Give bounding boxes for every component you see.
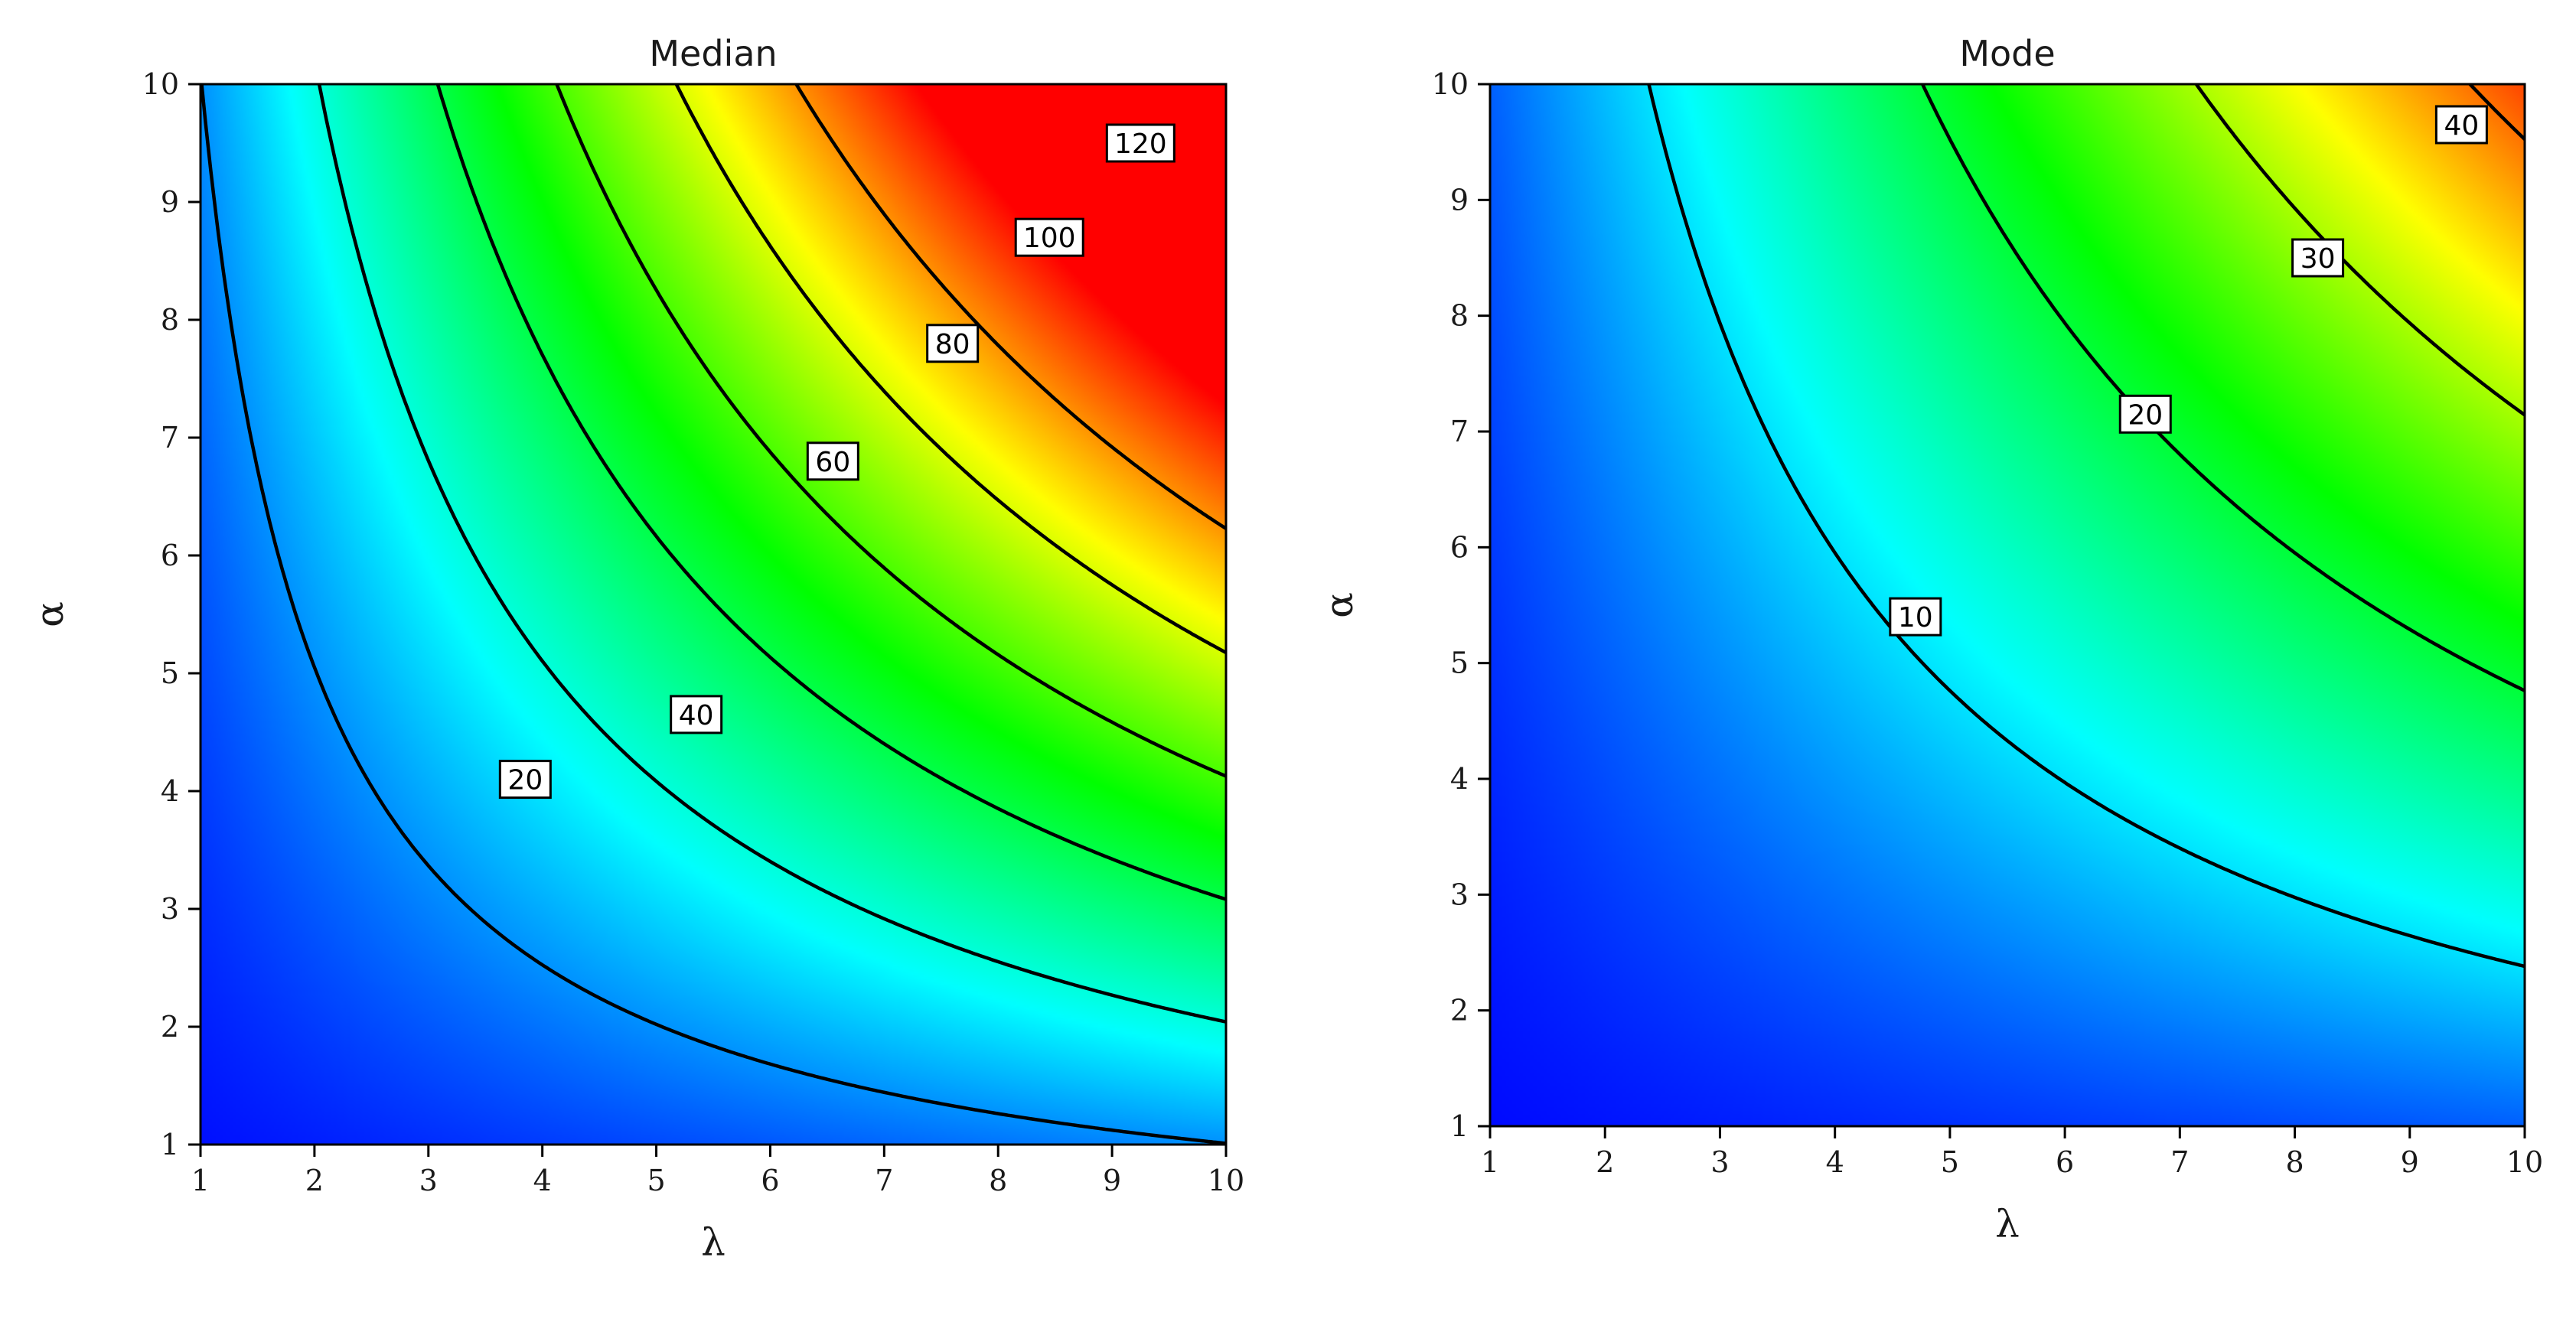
x-tick-label: 4 — [1826, 1145, 1844, 1179]
y-tick-label: 5 — [161, 656, 179, 690]
plot-frame — [199, 83, 1228, 1146]
x-tick-label: 6 — [761, 1164, 779, 1197]
panel-mode: 10 20 30 40 1 2 3 4 5 6 7 8 9 10 1 2 3 4 5 6 7 8 9 10 Mode λ α — [1317, 33, 2543, 1246]
x-tick-label: 7 — [875, 1164, 893, 1197]
y-tick-label: 10 — [142, 67, 179, 101]
x-tick-label: 10 — [1208, 1164, 1244, 1197]
x-tick-label: 4 — [533, 1164, 552, 1197]
contour-line-40 — [2467, 84, 2525, 141]
y-tick-label: 10 — [1432, 67, 1469, 101]
contour-label-text: 100 — [1023, 223, 1076, 254]
contour-line-20 — [1920, 84, 2525, 692]
contour-line-20 — [201, 84, 1226, 1145]
contour-label-text: 30 — [2300, 243, 2336, 275]
contour-label: 30 — [2291, 238, 2345, 278]
contour-label: 20 — [498, 760, 552, 800]
x-tick-label: 10 — [2506, 1145, 2543, 1179]
contour-label: 40 — [2434, 105, 2488, 145]
contour-label-text: 10 — [1898, 602, 1933, 633]
x-tick-label: 3 — [1710, 1145, 1729, 1179]
contour-line-100 — [674, 84, 1226, 654]
contour-label-text: 40 — [2444, 110, 2479, 142]
color-field — [201, 84, 1226, 1145]
contour-label: 120 — [1105, 123, 1176, 163]
x-tick-label: 9 — [2401, 1145, 2419, 1179]
y-tick-label: 1 — [1450, 1109, 1469, 1143]
contour-line-80 — [555, 84, 1226, 778]
y-tick-label: 3 — [161, 892, 179, 926]
contour-label: 20 — [2118, 394, 2172, 434]
x-tick-label: 5 — [647, 1164, 665, 1197]
contour-label: 60 — [806, 441, 859, 481]
contour-label-text: 20 — [2128, 399, 2163, 431]
y-tick-label: 3 — [1450, 878, 1469, 911]
contour-lines — [201, 84, 1226, 1145]
contour-label-text: 80 — [935, 329, 970, 360]
x-tick-label: 6 — [2056, 1145, 2074, 1179]
y-tick-label: 1 — [161, 1128, 179, 1161]
contour-label-text: 20 — [507, 765, 543, 796]
contour-line-60 — [435, 84, 1226, 901]
contour-label: 80 — [926, 324, 980, 363]
y-tick-label: 6 — [1450, 530, 1469, 564]
y-tick-label: 2 — [161, 1010, 179, 1044]
contour-line-40 — [317, 84, 1226, 1024]
x-tick-label: 9 — [1103, 1164, 1121, 1197]
x-tick-label: 8 — [989, 1164, 1007, 1197]
contour-line-10 — [1647, 84, 2525, 969]
plot-frame — [1489, 83, 2526, 1128]
chart-title: Median — [649, 33, 777, 74]
y-tick-label: 5 — [1450, 646, 1469, 680]
panel-median: 20 40 60 80 100 120 1 2 3 4 5 6 7 8 9 10 1 2 3 4 5 6 7 8 9 10 Medi… — [28, 33, 1244, 1265]
contour-label-text: 40 — [679, 700, 714, 731]
contour-label-text: 120 — [1114, 129, 1167, 160]
y-tick-label: 2 — [1450, 994, 1469, 1028]
color-field — [1490, 84, 2525, 1126]
x-tick-label: 7 — [2170, 1145, 2189, 1179]
y-tick-label: 7 — [1450, 415, 1469, 448]
contour-label: 100 — [1014, 217, 1084, 257]
x-tick-label: 2 — [305, 1164, 324, 1197]
x-tick-label: 3 — [419, 1164, 438, 1197]
y-tick-label: 8 — [1450, 299, 1469, 333]
contour-line-30 — [2194, 84, 2525, 417]
y-axis-label: α — [1317, 592, 1361, 618]
x-axis-label: λ — [701, 1220, 726, 1265]
y-tick-label: 9 — [161, 185, 179, 219]
y-tick-label: 7 — [161, 421, 179, 454]
y-axis-label: α — [28, 601, 72, 627]
x-axis-label: λ — [1995, 1202, 2020, 1246]
x-tick-label: 8 — [2285, 1145, 2304, 1179]
y-tick-label: 6 — [161, 539, 179, 572]
y-tick-label: 4 — [161, 774, 179, 808]
x-tick-label: 1 — [191, 1164, 210, 1197]
contour-label: 10 — [1889, 597, 1942, 637]
chart-title: Mode — [1959, 33, 2055, 74]
contour-label-text: 60 — [815, 447, 850, 478]
contour-lines — [1647, 84, 2525, 969]
y-tick-label: 4 — [1450, 762, 1469, 796]
y-tick-label: 8 — [161, 303, 179, 337]
x-tick-label: 2 — [1596, 1145, 1614, 1179]
contour-line-120 — [794, 84, 1226, 530]
contour-label: 40 — [670, 695, 723, 734]
x-tick-label: 1 — [1481, 1145, 1499, 1179]
y-tick-label: 9 — [1450, 183, 1469, 217]
x-tick-label: 5 — [1941, 1145, 1959, 1179]
